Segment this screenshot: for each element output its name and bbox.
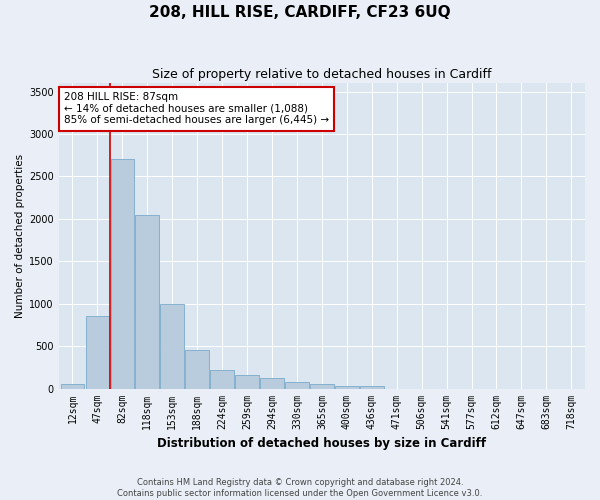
X-axis label: Distribution of detached houses by size in Cardiff: Distribution of detached houses by size … [157,437,487,450]
Bar [86,316,109,388]
Text: 208 HILL RISE: 87sqm
← 14% of detached houses are smaller (1,088)
85% of semi-de: 208 HILL RISE: 87sqm ← 14% of detached h… [64,92,329,126]
Bar [310,384,334,388]
Bar [210,370,234,388]
Y-axis label: Number of detached properties: Number of detached properties [15,154,25,318]
Text: Contains HM Land Registry data © Crown copyright and database right 2024.
Contai: Contains HM Land Registry data © Crown c… [118,478,482,498]
Text: 208, HILL RISE, CARDIFF, CF23 6UQ: 208, HILL RISE, CARDIFF, CF23 6UQ [149,5,451,20]
Bar [335,386,359,388]
Bar [61,384,85,388]
Bar [136,214,159,388]
Title: Size of property relative to detached houses in Cardiff: Size of property relative to detached ho… [152,68,491,80]
Bar [160,304,184,388]
Bar [185,350,209,389]
Bar [285,382,309,388]
Bar [110,160,134,388]
Bar [235,375,259,388]
Bar [260,378,284,388]
Bar [360,386,383,388]
